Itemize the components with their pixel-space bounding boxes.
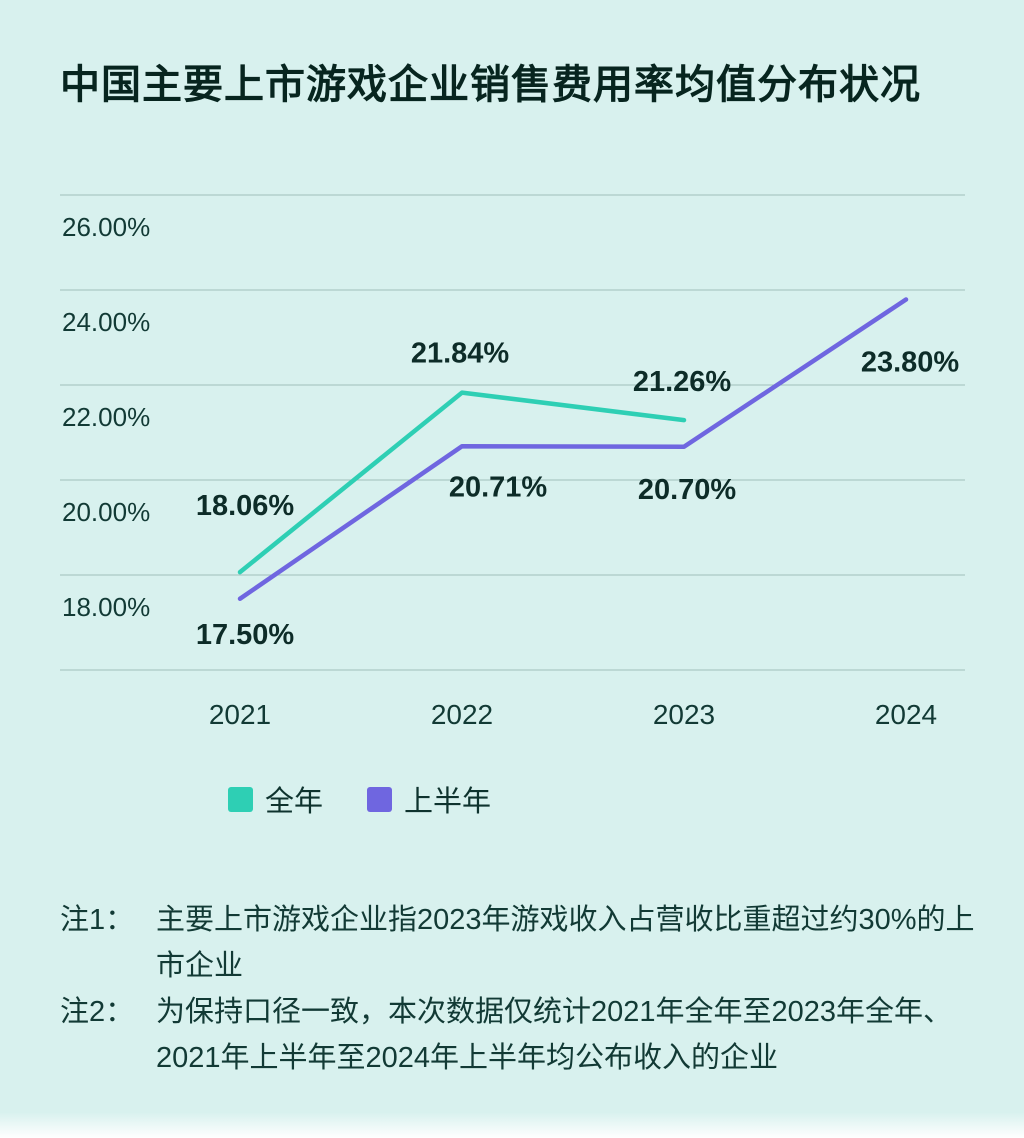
y-axis-tick-label: 26.00% (62, 212, 150, 242)
legend-swatch-first-half (367, 786, 393, 812)
y-axis-tick-label: 18.00% (62, 592, 150, 622)
footnote-1: 注1： 主要上市游戏企业指2023年游戏收入占营收比重超过约30%的上市企业 (60, 897, 976, 989)
y-axis-tick-label: 22.00% (62, 402, 150, 432)
footnote-2-text: 为保持口径一致，本次数据仅统计2021年全年至2023年全年、2021年上半年至… (156, 996, 953, 1074)
data-label: 23.80% (861, 347, 960, 379)
y-axis-tick-label: 20.00% (62, 497, 150, 527)
series-line-1 (237, 297, 909, 601)
footnote-2-label: 注2： (60, 996, 135, 1028)
data-label: 18.06% (196, 490, 295, 522)
legend-label-first-half: 上半年 (404, 786, 492, 818)
y-axis-tick-label: 24.00% (62, 307, 150, 337)
bottom-fade (0, 1112, 1024, 1138)
x-axis-label: 2022 (431, 699, 493, 730)
sales-expense-line-chart: 26.00% 24.00% 22.00% 20.00% 18.00% 2021 2022 20… (60, 194, 965, 730)
data-label: 20.71% (449, 471, 548, 503)
data-label: 17.50% (196, 619, 295, 651)
footnote-1-label: 注1： (60, 904, 135, 936)
footnotes: 注1： 主要上市游戏企业指2023年游戏收入占营收比重超过约30%的上市企业 注… (60, 897, 976, 1081)
legend-swatch-full-year (228, 786, 253, 812)
chart-title: 中国主要上市游戏企业销售费用率均值分布状况 (60, 63, 921, 107)
x-axis-label: 2023 (653, 699, 715, 730)
series-line-0 (237, 390, 687, 575)
data-label: 21.84% (411, 338, 510, 370)
data-label: 20.70% (638, 474, 737, 506)
legend-label-full-year: 全年 (265, 786, 324, 818)
x-axis-label: 2024 (875, 699, 937, 730)
footnote-2: 注2： 为保持口径一致，本次数据仅统计2021年全年至2023年全年、2021年… (60, 989, 976, 1081)
legend-item-first-half[interactable]: 上半年 (367, 778, 491, 820)
data-label: 21.26% (633, 366, 732, 398)
legend-item-full-year[interactable]: 全年 (228, 778, 323, 820)
chart-legend: 全年 上半年 (228, 778, 491, 820)
footnote-1-text: 主要上市游戏企业指2023年游戏收入占营收比重超过约30%的上市企业 (156, 904, 975, 982)
x-axis-label: 2021 (209, 699, 271, 730)
